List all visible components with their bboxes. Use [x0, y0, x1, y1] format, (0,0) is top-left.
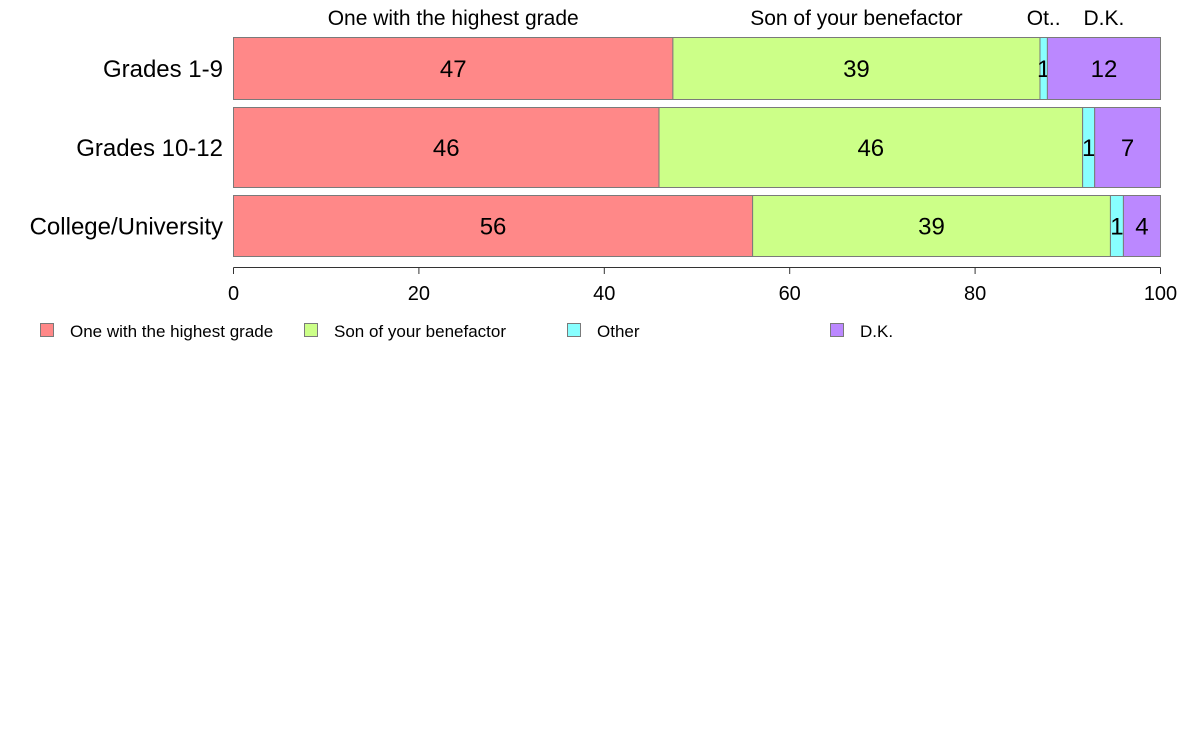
x-tick-label: 80 [964, 283, 986, 305]
data-label: 7 [1121, 135, 1134, 162]
bar-segment [658, 107, 1084, 188]
legend-swatch [567, 323, 581, 337]
x-tick-label: 40 [593, 283, 615, 305]
legend-swatch [40, 323, 54, 337]
series-top-label: D.K. [1084, 7, 1125, 30]
bar-segment [1046, 37, 1162, 100]
legend-label: Son of your benefactor [334, 322, 506, 341]
legend-label: D.K. [860, 322, 893, 341]
legend-label: Other [597, 322, 640, 341]
x-tick-label: 20 [408, 283, 430, 305]
data-label: 4 [1135, 214, 1148, 241]
data-label: 39 [843, 56, 870, 83]
legend-label: One with the highest grade [70, 322, 273, 341]
bar-segment [233, 107, 660, 188]
bar-segment [752, 195, 1111, 257]
series-top-label: One with the highest grade [328, 7, 579, 30]
data-label: 47 [440, 56, 467, 83]
x-tick-label: 0 [228, 283, 239, 305]
bar-segment [1094, 107, 1161, 188]
series-top-label: Son of your benefactor [750, 7, 962, 30]
bar-segment [233, 195, 754, 257]
data-label: 12 [1091, 56, 1118, 83]
data-label: 1 [1110, 214, 1123, 241]
data-label: 46 [433, 135, 460, 162]
data-label: 1 [1082, 135, 1095, 162]
legend-swatch [830, 323, 844, 337]
x-tick-label: 100 [1144, 283, 1177, 305]
x-tick-label: 60 [779, 283, 801, 305]
bar-segment [233, 37, 674, 100]
category-label: Grades 10-12 [76, 135, 223, 162]
bar-segment [1122, 195, 1162, 257]
bar-segment [672, 37, 1041, 100]
data-label: 56 [480, 214, 507, 241]
data-label: 46 [857, 135, 884, 162]
category-label: Grades 1-9 [103, 56, 223, 83]
data-label: 39 [918, 214, 945, 241]
series-top-label: Ot.. [1027, 7, 1061, 30]
category-label: College/University [30, 214, 223, 241]
legend-swatch [304, 323, 318, 337]
